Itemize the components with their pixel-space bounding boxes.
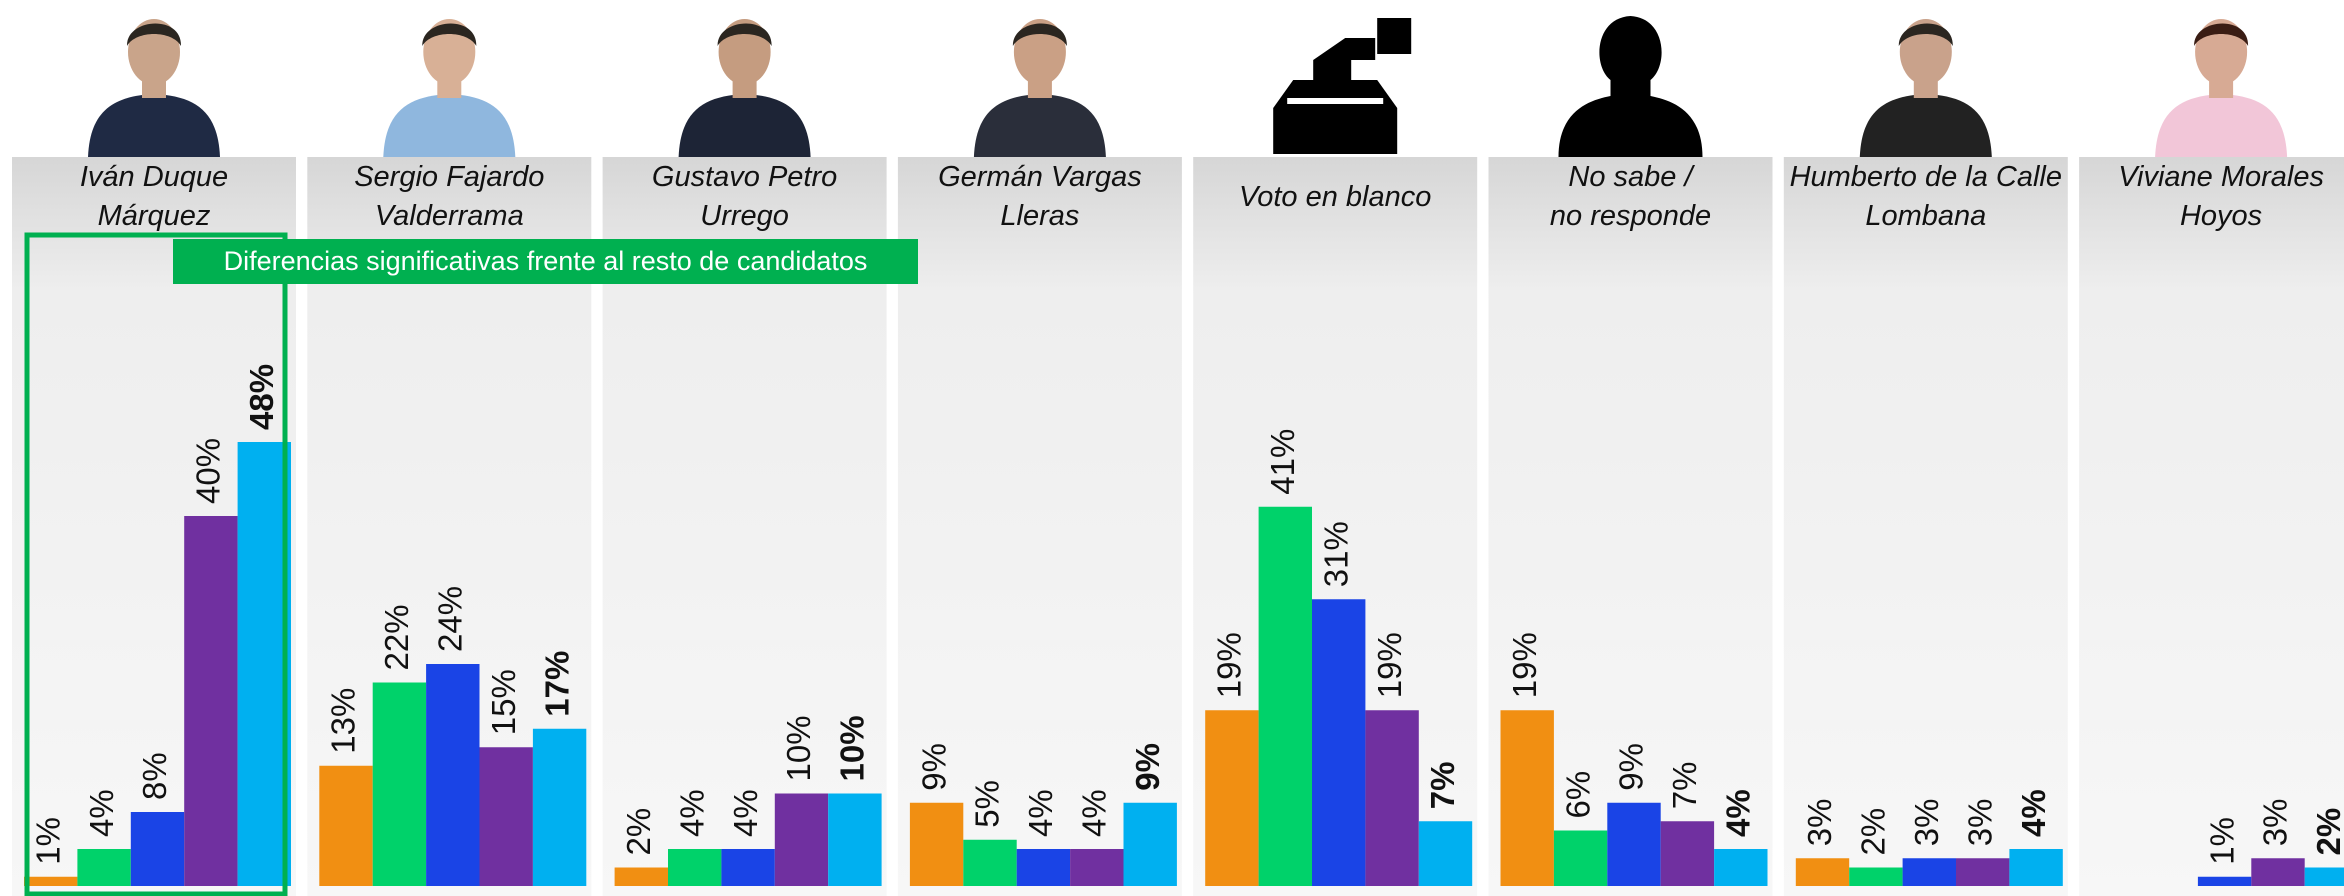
bar	[615, 868, 668, 887]
value-label: 48%	[243, 364, 280, 430]
value-label: 15%	[485, 669, 522, 735]
value-label: 3%	[1801, 799, 1838, 847]
category-label: Iván Duque Márquez	[12, 157, 296, 237]
bar	[1312, 599, 1365, 886]
value-label: 10%	[834, 715, 871, 781]
value-label: 22%	[378, 604, 415, 670]
value-label: 9%	[1129, 743, 1166, 791]
annotation: Diferencias significativas frente al res…	[173, 239, 918, 284]
bar	[426, 664, 479, 886]
bar	[1554, 831, 1607, 887]
category-label: Gustavo Petro Urrego	[603, 157, 887, 237]
bar	[1365, 710, 1418, 886]
value-label: 7%	[1424, 762, 1461, 810]
value-label: 31%	[1317, 521, 1354, 587]
ballot-box	[1273, 108, 1397, 154]
bar	[1903, 858, 1956, 886]
bar	[2009, 849, 2062, 886]
value-label: 1%	[29, 817, 66, 865]
category-label: Sergio Fajardo Valderrama	[307, 157, 591, 237]
value-label: 4%	[1022, 789, 1059, 837]
person-body	[383, 94, 515, 157]
bar	[721, 849, 774, 886]
category-label: Humberto de la Calle Lombana	[1784, 157, 2068, 237]
value-label: 3%	[2257, 799, 2294, 847]
value-label: 6%	[1559, 771, 1596, 819]
panel	[2079, 157, 2344, 896]
bar	[184, 516, 237, 886]
bar	[2198, 877, 2251, 886]
value-label: 13%	[325, 688, 362, 754]
value-label: 40%	[190, 438, 227, 504]
bar	[828, 794, 881, 887]
value-label: 2%	[620, 808, 657, 856]
value-label: 19%	[1506, 632, 1543, 698]
value-label: 24%	[432, 586, 469, 652]
bar	[1501, 710, 1554, 886]
value-label: 7%	[1666, 762, 1703, 810]
value-label: 9%	[1613, 743, 1650, 791]
bar	[24, 877, 77, 886]
bar	[533, 729, 586, 886]
bar	[1714, 849, 1767, 886]
ballot-slot	[1287, 98, 1383, 104]
bar	[668, 849, 721, 886]
value-label: 1%	[2203, 817, 2240, 865]
person-body	[974, 94, 1106, 157]
category-label: No sabe / no responde	[1489, 157, 1773, 237]
silhouette	[1559, 16, 1703, 157]
value-label: 19%	[1211, 632, 1248, 698]
bar	[1124, 803, 1177, 886]
category-label: Voto en blanco	[1193, 157, 1477, 237]
bar	[77, 849, 130, 886]
bar	[1205, 710, 1258, 886]
bar	[1956, 858, 2009, 886]
page: 1% 13% 2% 9% 19% 19% 3% 4% 22% 4% 5% 41% 6% 2% 8% 24% 4%…	[0, 0, 2344, 896]
bar	[775, 794, 828, 887]
person-body	[88, 94, 220, 157]
bar	[1017, 849, 1070, 886]
bar	[1070, 849, 1123, 886]
bar	[1259, 507, 1312, 886]
value-label: 4%	[727, 789, 764, 837]
value-label: 41%	[1264, 429, 1301, 495]
bar	[131, 812, 184, 886]
bar	[910, 803, 963, 886]
value-label: 4%	[1720, 789, 1757, 837]
bar	[373, 683, 426, 887]
bar	[963, 840, 1016, 886]
value-label: 5%	[969, 780, 1006, 828]
ballot-paper	[1377, 18, 1411, 54]
bar	[1796, 858, 1849, 886]
person-body	[1860, 94, 1992, 157]
value-label: 2%	[1855, 808, 1892, 856]
chart: 1% 13% 2% 9% 19% 19% 3% 4% 22% 4% 5% 41% 6% 2% 8% 24% 4%…	[0, 0, 2344, 896]
bar	[2251, 858, 2304, 886]
value-label: 19%	[1371, 632, 1408, 698]
bar	[480, 747, 533, 886]
value-label: 17%	[538, 651, 575, 717]
value-label: 10%	[780, 715, 817, 781]
value-label: 8%	[136, 752, 173, 800]
panel	[1784, 157, 2068, 896]
category-label: Germán Vargas Lleras	[898, 157, 1182, 237]
value-label: 2%	[2310, 808, 2344, 856]
bar	[1419, 821, 1472, 886]
person-body	[679, 94, 811, 157]
value-label: 4%	[673, 789, 710, 837]
value-label: 4%	[2015, 789, 2052, 837]
value-label: 4%	[83, 789, 120, 837]
bar	[1849, 868, 1902, 887]
value-label: 3%	[1908, 799, 1945, 847]
value-label: 3%	[1961, 799, 1998, 847]
value-label: 9%	[915, 743, 952, 791]
person-body	[2155, 94, 2287, 157]
category-label: Viviane Morales Hoyos	[2079, 157, 2344, 237]
bar	[1607, 803, 1660, 886]
bar	[2305, 868, 2344, 887]
value-label: 4%	[1076, 789, 1113, 837]
bar	[319, 766, 372, 886]
bar	[1661, 821, 1714, 886]
